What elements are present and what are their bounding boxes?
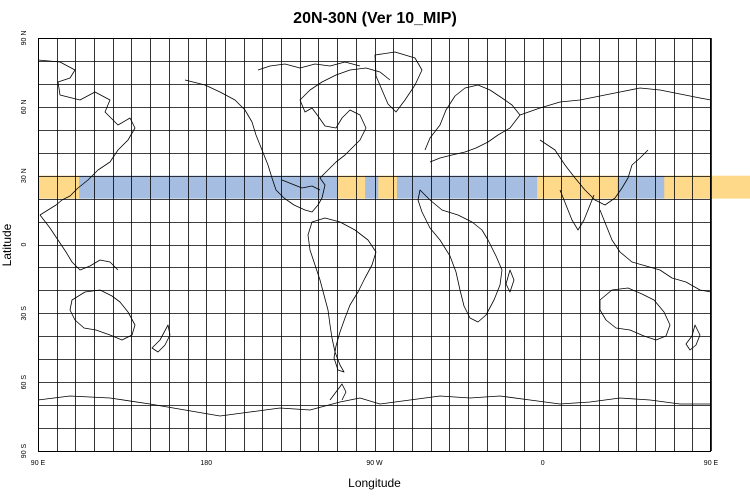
coast-africa	[417, 189, 503, 323]
band-land-segment	[337, 175, 366, 199]
band-land-segment	[38, 175, 80, 199]
coast-asia-right	[519, 87, 712, 116]
latitude-band-highlight	[38, 175, 750, 199]
coast-arctic-islands	[257, 61, 361, 71]
band-land-segment	[537, 175, 618, 199]
band-land-segment	[378, 175, 397, 199]
x-tick-label: 180	[200, 460, 212, 467]
map-title: 20N-30N (Ver 10_MIP)	[293, 10, 457, 27]
coast-antarctica	[37, 395, 711, 417]
y-tick-labels: 90 N 60 N 30 N 0 30 S 60 S 90 S	[21, 31, 28, 459]
coast-australia-left	[69, 289, 136, 341]
coast-asia-left	[37, 59, 136, 216]
y-tick-label: 60 N	[21, 99, 28, 114]
x-tick-labels: 90 E 180 90 W 0 90 E	[31, 460, 719, 467]
coast-newzealand-left	[151, 324, 171, 353]
coast-gulf-mexico	[281, 179, 321, 191]
x-tick-label: 0	[541, 460, 545, 467]
coastlines	[37, 51, 712, 417]
coast-australia-right	[599, 287, 671, 341]
coast-se-asia-left	[39, 214, 119, 271]
coast-europe	[424, 84, 521, 163]
map-frame	[38, 38, 711, 452]
coast-madagascar	[505, 269, 515, 293]
x-tick-label: 90 E	[31, 460, 46, 467]
coast-north-america	[184, 67, 391, 213]
x-tick-label: 90 E	[704, 460, 719, 467]
y-tick-label: 30 S	[21, 306, 28, 321]
coast-india	[559, 189, 595, 231]
y-tick-label: 90 S	[21, 443, 28, 458]
x-tick-label: 90 W	[366, 460, 383, 467]
y-tick-label: 0	[21, 242, 28, 246]
band-land-segment	[664, 175, 750, 199]
y-tick-label: 60 S	[21, 375, 28, 390]
coast-newzealand-right	[685, 324, 701, 351]
y-tick-label: 30 N	[21, 168, 28, 183]
coast-antarctic-peninsula	[329, 383, 347, 401]
coast-greenland	[374, 51, 423, 113]
x-axis-label: Longitude	[348, 476, 401, 490]
coast-south-america	[307, 217, 377, 373]
coast-asia-east	[539, 139, 649, 206]
y-tick-label: 90 N	[21, 31, 28, 46]
lat-lon-grid	[38, 38, 712, 452]
coast-se-asia-right	[599, 209, 712, 293]
